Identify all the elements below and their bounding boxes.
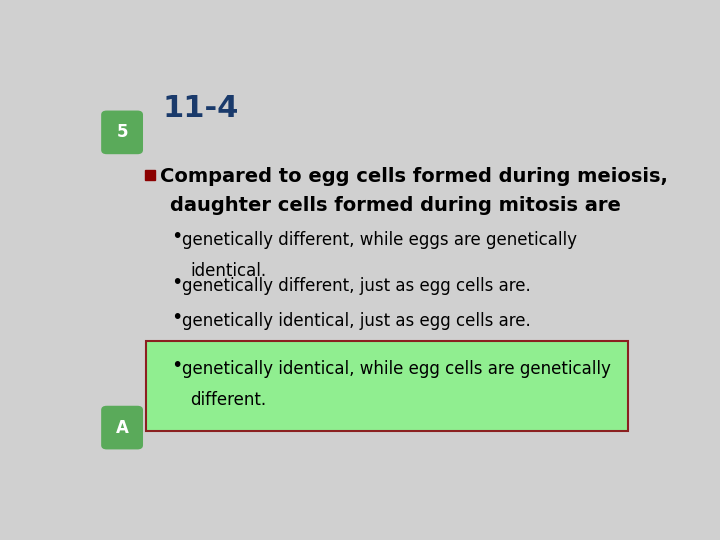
Text: •: • <box>171 356 182 375</box>
Text: •: • <box>171 227 182 246</box>
Text: identical.: identical. <box>190 262 266 280</box>
Text: different.: different. <box>190 391 266 409</box>
Text: 5: 5 <box>117 123 128 141</box>
Text: genetically identical, just as egg cells are.: genetically identical, just as egg cells… <box>182 312 531 330</box>
Text: genetically identical, while egg cells are genetically: genetically identical, while egg cells a… <box>182 360 611 378</box>
FancyBboxPatch shape <box>101 406 143 449</box>
Text: •: • <box>171 273 182 292</box>
Text: Compared to egg cells formed during meiosis,: Compared to egg cells formed during meio… <box>160 167 667 186</box>
Text: A: A <box>116 418 129 436</box>
FancyBboxPatch shape <box>145 341 629 431</box>
Text: 11-4: 11-4 <box>163 94 239 123</box>
Text: genetically different, while eggs are genetically: genetically different, while eggs are ge… <box>182 231 577 249</box>
FancyBboxPatch shape <box>101 111 143 154</box>
Text: daughter cells formed during mitosis are: daughter cells formed during mitosis are <box>170 196 621 215</box>
Text: •: • <box>171 308 182 327</box>
Text: genetically different, just as egg cells are.: genetically different, just as egg cells… <box>182 277 531 295</box>
